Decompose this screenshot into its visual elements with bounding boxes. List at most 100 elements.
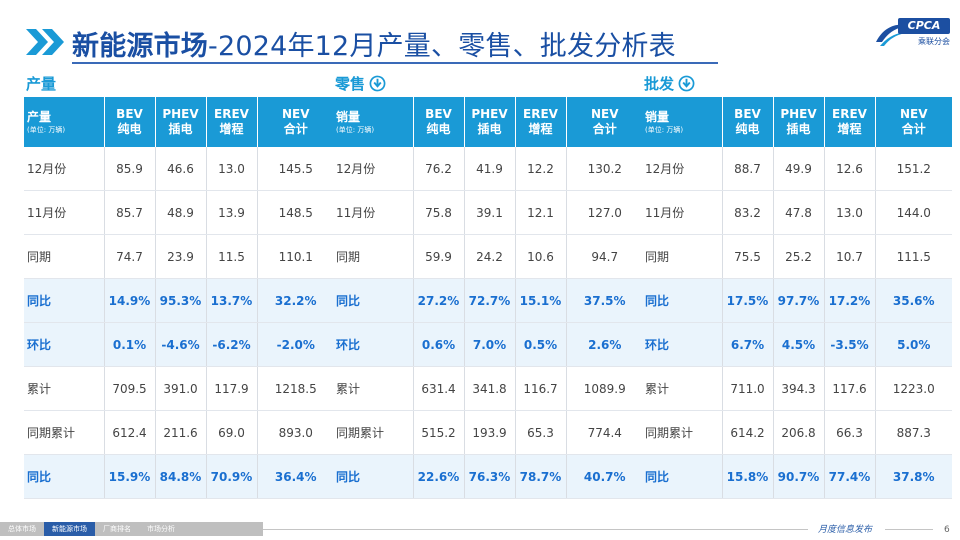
table-cell: 36.4% <box>257 454 334 499</box>
table-row: 同期累计 614.2 206.8 66.3 887.3 <box>642 410 952 455</box>
table-cell: 88.7 <box>722 147 774 191</box>
column-name: 纯电 <box>735 122 760 136</box>
header-label: 销量 <box>645 109 670 124</box>
table-row: 同比 14.9% 95.3% 13.7% 32.2% <box>24 278 334 323</box>
table-row: 环比 0.6% 7.0% 0.5% 2.6% <box>333 322 643 367</box>
column-header: EREV 增程 <box>824 97 876 147</box>
column-name: 插电 <box>786 122 811 136</box>
table-cell: 13.0 <box>824 190 876 235</box>
table-cell: 76.2 <box>413 147 465 191</box>
table-cell: 78.7% <box>515 454 567 499</box>
table-cell: 49.9 <box>773 147 825 191</box>
table-cell: 13.9 <box>206 190 258 235</box>
table-row: 同期 75.5 25.2 10.7 111.5 <box>642 234 952 279</box>
table-cell: 12.1 <box>515 190 567 235</box>
table-cell: 12.2 <box>515 147 567 191</box>
column-header: EREV 增程 <box>206 97 258 147</box>
row-label: 11月份 <box>333 190 414 235</box>
footer-divider <box>263 529 808 530</box>
page-title-rest: -2024年12月产量、零售、批发分析表 <box>208 31 676 62</box>
column-name: 合计 <box>592 122 617 136</box>
table-cell: 15.8% <box>722 454 774 499</box>
section-heading-label: 批发 <box>644 75 675 93</box>
table-cell: 39.1 <box>464 190 516 235</box>
header-unit: (单位: 万辆) <box>336 125 375 134</box>
table-cell: -3.5% <box>824 322 876 367</box>
report-label: 月度信息发布 <box>818 525 873 535</box>
table-cell: 22.6% <box>413 454 465 499</box>
table-cell: -2.0% <box>257 322 334 367</box>
table-cell: 76.3% <box>464 454 516 499</box>
table-cell: 211.6 <box>155 410 207 455</box>
column-code: PHEV <box>780 107 817 121</box>
table-cell: 11.5 <box>206 234 258 279</box>
footer-tab[interactable]: 总体市场 <box>8 525 36 533</box>
cpca-logo: CPCA 乘联分会 <box>874 18 952 48</box>
table-cell: 110.1 <box>257 234 334 279</box>
table-cell: 95.3% <box>155 278 207 323</box>
download-circle-icon[interactable] <box>369 75 386 92</box>
column-code: EREV <box>832 107 867 121</box>
table-cell: 32.2% <box>257 278 334 323</box>
table-cell: 12.6 <box>824 147 876 191</box>
section-heading-0: 产量 <box>26 73 56 94</box>
footer: 总体市场 新能源市场 厂商排名 市场分析 月度信息发布 6 <box>0 522 960 540</box>
table-cell: 97.7% <box>773 278 825 323</box>
table-row: 同比 15.8% 90.7% 77.4% 37.8% <box>642 454 952 499</box>
column-code: EREV <box>214 107 249 121</box>
table-cell: 65.3 <box>515 410 567 455</box>
table-cell: 59.9 <box>413 234 465 279</box>
row-label: 同期累计 <box>333 410 414 455</box>
table-cell: 47.8 <box>773 190 825 235</box>
table-cell: 77.4% <box>824 454 876 499</box>
row-label: 12月份 <box>642 147 723 191</box>
section-heading-2: 批发 <box>644 73 695 94</box>
row-label: 环比 <box>24 322 105 367</box>
table-cell: 515.2 <box>413 410 465 455</box>
table-cell: 145.5 <box>257 147 334 191</box>
row-label: 累计 <box>642 366 723 411</box>
column-name: 插电 <box>477 122 502 136</box>
row-label: 12月份 <box>333 147 414 191</box>
table-cell: 2.6% <box>566 322 643 367</box>
column-header: NEV 合计 <box>257 97 334 147</box>
table-row: 同比 27.2% 72.7% 15.1% 37.5% <box>333 278 643 323</box>
footer-tab[interactable]: 厂商排名 <box>103 525 131 533</box>
row-label: 11月份 <box>24 190 105 235</box>
column-name: 增程 <box>528 122 553 136</box>
table-cell: 75.5 <box>722 234 774 279</box>
row-label: 累计 <box>24 366 105 411</box>
table-row: 累计 631.4 341.8 116.7 1089.9 <box>333 366 643 411</box>
table-cell: 1223.0 <box>875 366 952 411</box>
table-row: 同比 15.9% 84.8% 70.9% 36.4% <box>24 454 334 499</box>
footer-tab[interactable]: 新能源市场 <box>44 522 95 536</box>
table-cell: 66.3 <box>824 410 876 455</box>
table-cell: 14.9% <box>104 278 156 323</box>
table-cell: 85.7 <box>104 190 156 235</box>
table-cell: 46.6 <box>155 147 207 191</box>
logo-swoosh-icon <box>876 24 912 46</box>
table-cell: 709.5 <box>104 366 156 411</box>
table-cell: 69.0 <box>206 410 258 455</box>
table-cell: 117.9 <box>206 366 258 411</box>
footer-divider-right <box>885 529 933 530</box>
data-table-2: 销量 (单位: 万辆) BEV 纯电 PHEV 插电 EREV 增程 NEV 合计 12月份 88.7… <box>642 97 952 499</box>
row-label: 同期累计 <box>642 410 723 455</box>
table-cell: 127.0 <box>566 190 643 235</box>
table-row: 同比 17.5% 97.7% 17.2% 35.6% <box>642 278 952 323</box>
table-cell: 10.6 <box>515 234 567 279</box>
footer-tab[interactable]: 市场分析 <box>147 525 175 533</box>
table-cell: 74.7 <box>104 234 156 279</box>
download-circle-icon[interactable] <box>678 75 695 92</box>
table-row: 11月份 83.2 47.8 13.0 144.0 <box>642 190 952 235</box>
table-row: 同期累计 612.4 211.6 69.0 893.0 <box>24 410 334 455</box>
header-unit: (单位: 万辆) <box>645 125 684 134</box>
column-name: 增程 <box>837 122 862 136</box>
table-cell: 13.0 <box>206 147 258 191</box>
table-row: 环比 0.1% -4.6% -6.2% -2.0% <box>24 322 334 367</box>
row-label: 同比 <box>333 454 414 499</box>
table-cell: 4.5% <box>773 322 825 367</box>
table-cell: 391.0 <box>155 366 207 411</box>
table-cell: 40.7% <box>566 454 643 499</box>
table-cell: 37.8% <box>875 454 952 499</box>
